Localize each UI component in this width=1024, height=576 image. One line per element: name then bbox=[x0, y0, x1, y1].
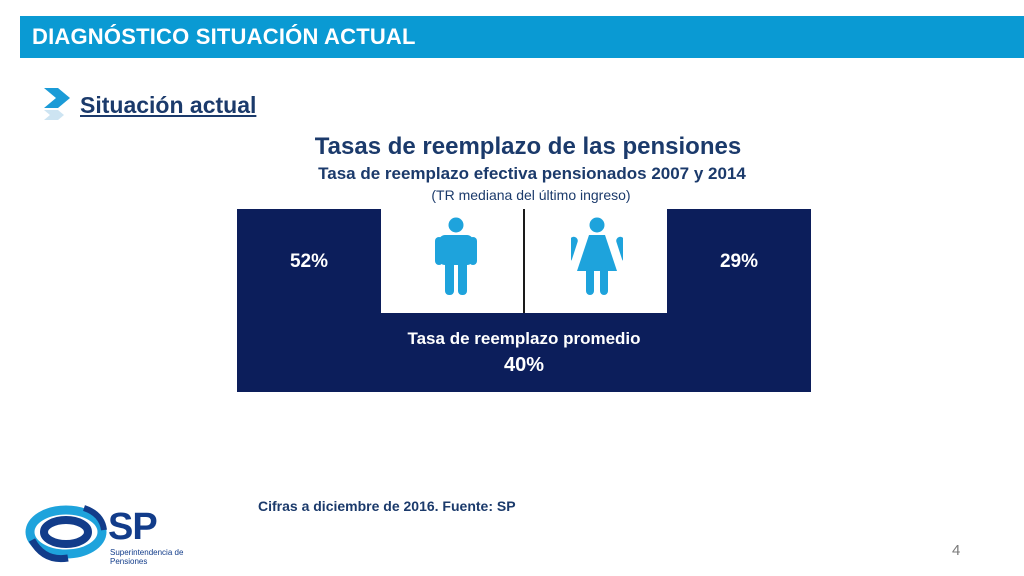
replacement-rate-panel: 52% 29% Tasa de reemplazo promedio 40% bbox=[237, 209, 811, 392]
men-rate: 52% bbox=[289, 251, 329, 272]
logo-acronym: SP bbox=[108, 506, 158, 548]
men-icon-cell bbox=[381, 209, 523, 313]
chevron-right-icon bbox=[44, 88, 70, 120]
header-bar: DIAGNÓSTICO SITUACIÓN ACTUAL bbox=[20, 16, 1024, 58]
average-value: 40% bbox=[503, 354, 545, 376]
panel-divider bbox=[523, 209, 525, 313]
header-title: DIAGNÓSTICO SITUACIÓN ACTUAL bbox=[32, 24, 416, 49]
page-title: Tasas de reemplazo de las pensiones bbox=[314, 133, 742, 160]
page-subtitle: Tasa de reemplazo efectiva pensionados 2… bbox=[318, 164, 746, 183]
man-icon bbox=[435, 217, 477, 295]
section-title: Situación actual bbox=[80, 92, 257, 118]
logo-name: Superintendencia de Pensiones bbox=[110, 548, 184, 566]
average-label: Tasa de reemplazo promedio bbox=[407, 329, 641, 348]
sp-logo bbox=[25, 505, 107, 563]
page-number: 4 bbox=[952, 542, 961, 559]
woman-icon bbox=[571, 217, 623, 295]
source-note: Cifras a diciembre de 2016. Fuente: SP bbox=[258, 498, 516, 514]
women-rate: 29% bbox=[719, 251, 759, 272]
women-icon-cell bbox=[525, 209, 667, 313]
page-note: (TR mediana del último ingreso) bbox=[431, 187, 631, 203]
